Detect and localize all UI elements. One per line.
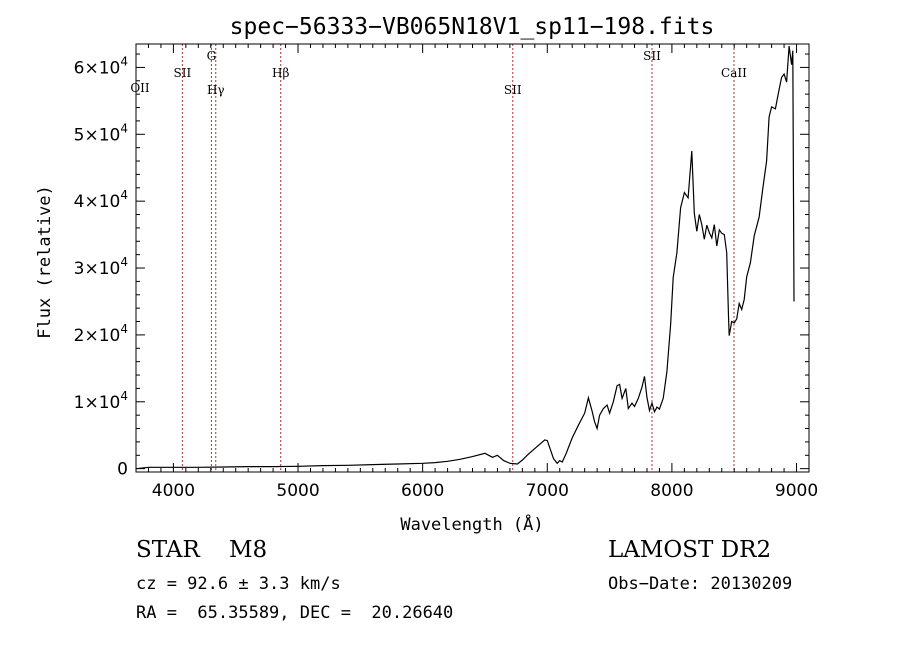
line-marker-label: CaII	[721, 66, 747, 80]
x-tick-label: 7000	[526, 481, 569, 501]
survey-label: LAMOST DR2	[608, 537, 772, 563]
chart-title: spec−56333−VB065N18V1_sp11−198.fits	[230, 14, 715, 40]
obs-date: Obs−Date: 20130209	[608, 574, 793, 594]
plot-frame	[135, 43, 810, 473]
line-marker-label: Hγ	[207, 83, 225, 97]
y-tick-label: 6×104	[74, 54, 128, 78]
line-marker-label: SII	[643, 49, 661, 63]
line-marker-label: SII	[174, 66, 192, 80]
y-tick-label: 5×104	[74, 121, 128, 145]
x-tick-label: 9000	[775, 481, 818, 501]
y-tick-label: 2×104	[74, 322, 128, 346]
coordinates-line: RA = 65.35589, DEC = 20.26640	[136, 603, 454, 623]
object-class: STAR M8	[136, 537, 268, 563]
line-marker-label: SII	[504, 83, 522, 97]
x-tick-label: 6000	[401, 481, 444, 501]
y-axis-label: Flux (relative)	[35, 185, 55, 339]
spectrum-series	[135, 45, 795, 470]
y-tick-label: 3×104	[74, 255, 128, 279]
line-marker-label: G	[207, 49, 217, 63]
line-markers: OII SII Hγ G Hβ SII SII CaII	[130, 44, 747, 472]
x-tick-label: 5000	[276, 481, 319, 501]
y-tick-label: 0	[117, 460, 128, 480]
spectrum-line	[135, 45, 795, 470]
redshift-line: cz = 92.6 ± 3.3 km/s	[136, 574, 341, 594]
x-axis-label: Wavelength (Å)	[400, 513, 543, 535]
y-tick-label: 4×104	[74, 188, 128, 212]
axis-ticks: 4000 5000 6000 7000 8000 9000 0 1×104 2×104 3×104…	[74, 44, 818, 501]
line-marker-label: OII	[130, 81, 150, 95]
x-tick-label: 4000	[152, 481, 195, 501]
line-marker-label: Hβ	[272, 66, 289, 80]
x-tick-label: 8000	[650, 481, 693, 501]
y-tick-label: 1×104	[74, 389, 128, 413]
